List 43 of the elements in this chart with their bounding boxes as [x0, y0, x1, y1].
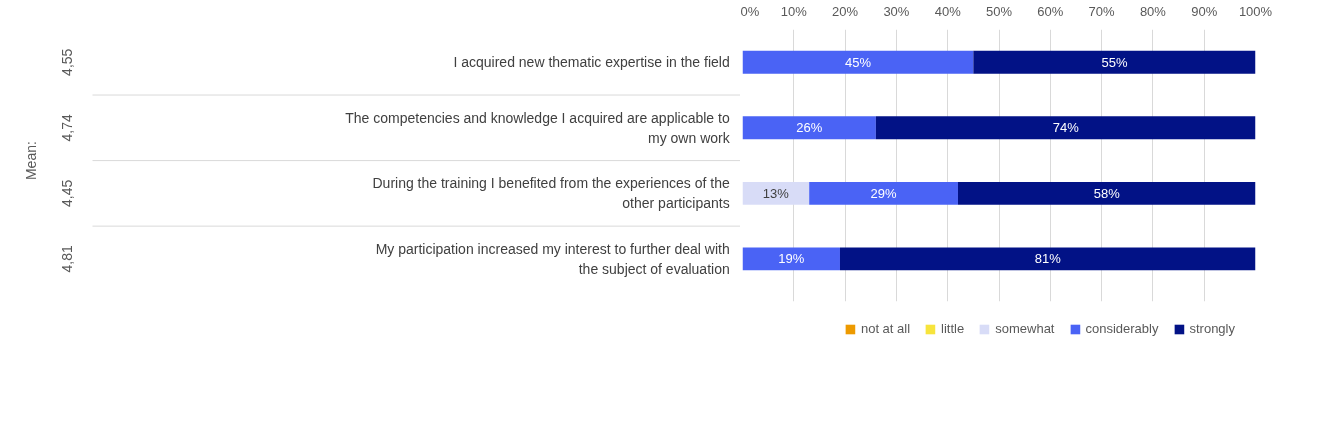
bar	[839, 247, 1256, 271]
data-label: 19%	[778, 251, 805, 267]
y-tick-label: I acquired new thematic expertise in the field	[453, 54, 730, 71]
x-tick-label: 50%	[985, 3, 1013, 19]
legend-label: little	[941, 321, 965, 336]
bar	[742, 247, 840, 271]
x-tick-label: 30%	[883, 3, 910, 19]
data-label: 81%	[1034, 251, 1062, 267]
data-label: 45%	[844, 54, 872, 70]
y-tick-label: The competencies and knowledge I acquired are applicable to my own work	[345, 109, 731, 146]
data-label: 55%	[1101, 54, 1128, 70]
bar	[957, 181, 1256, 205]
legend-label: strongly	[1189, 321, 1235, 336]
data-label: 74%	[1052, 120, 1080, 136]
x-tick-label: 70%	[1088, 3, 1116, 19]
text: 4,74	[59, 113, 76, 142]
y-tick-label: My participation increased my interest to further deal with the subject of evaluation	[375, 240, 730, 277]
bar	[875, 116, 1256, 140]
bar	[973, 50, 1256, 74]
bar	[742, 116, 876, 140]
x-tick-label: 80%	[1139, 3, 1167, 19]
text: Mean:	[23, 141, 40, 181]
bar	[742, 181, 810, 205]
legend-label: considerably	[1085, 321, 1159, 336]
text: 4,81	[59, 245, 76, 273]
x-tick-label: 10%	[780, 3, 808, 19]
x-tick-label: 100%	[1238, 3, 1273, 19]
bar	[809, 181, 958, 205]
text: 4,55	[59, 48, 76, 76]
x-tick-label: 90%	[1191, 3, 1218, 19]
legend-label: somewhat	[995, 321, 1055, 336]
x-tick-label: 40%	[934, 3, 962, 19]
x-tick-label: 20%	[832, 3, 859, 19]
data-label: 58%	[1093, 185, 1121, 201]
legend-label: not at all	[860, 321, 911, 336]
data-label: 26%	[796, 120, 823, 136]
x-tick-label: 0%	[740, 3, 760, 19]
y-tick-label: During the training I benefited from the experiences of the other participants	[372, 175, 730, 212]
data-label: 13%	[762, 185, 790, 201]
text: 4,45	[59, 179, 76, 207]
data-label: 29%	[870, 185, 898, 201]
x-tick-label: 60%	[1037, 3, 1064, 19]
bar	[742, 50, 974, 74]
